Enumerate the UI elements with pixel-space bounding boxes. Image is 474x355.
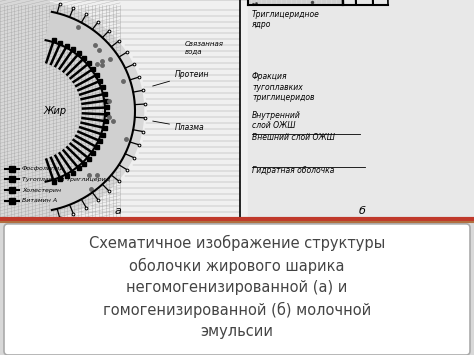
Text: Схематичное изображение структуры
оболочки жирового шарика
негомогенизированной : Схематичное изображение структуры оболоч… (89, 235, 385, 339)
Text: Внешний слой ОЖШ: Внешний слой ОЖШ (252, 133, 335, 142)
Text: Триглицеридное
ядро: Триглицеридное ядро (252, 10, 320, 29)
Text: Холестерин: Холестерин (22, 187, 61, 192)
Text: б: б (358, 206, 365, 216)
Text: Жир: Жир (44, 106, 66, 116)
Text: Связанная
вода: Связанная вода (185, 41, 224, 54)
Text: Внутренний
слой ОЖШ: Внутренний слой ОЖШ (252, 111, 301, 130)
Text: Тугоплавкий триглицерид: Тугоплавкий триглицерид (22, 177, 110, 182)
Polygon shape (50, 2, 474, 220)
Text: Фракция
тугоплавких
триглицеридов: Фракция тугоплавких триглицеридов (252, 72, 315, 102)
Text: Плазма: Плазма (153, 121, 205, 132)
Text: Фосфолипид: Фосфолипид (22, 166, 64, 171)
Polygon shape (46, 12, 135, 210)
Text: Витамин А: Витамин А (22, 198, 57, 203)
Polygon shape (248, 0, 474, 222)
Text: а: а (115, 206, 121, 216)
FancyBboxPatch shape (4, 224, 470, 355)
Polygon shape (248, 0, 343, 5)
Text: Гидратная оболочка: Гидратная оболочка (252, 166, 334, 175)
Text: Протеин: Протеин (153, 70, 210, 86)
